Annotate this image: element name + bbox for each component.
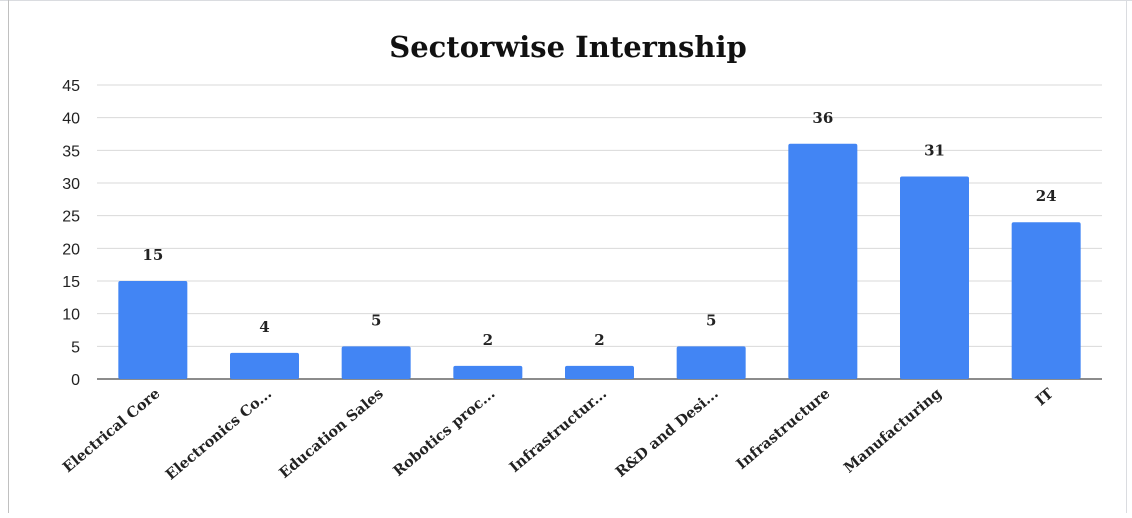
x-tick-label: Electronics Co... (162, 385, 275, 483)
data-label: 15 (142, 246, 163, 264)
x-tick-label: Robotics proc... (390, 385, 498, 480)
bar[interactable] (788, 143, 858, 379)
y-tick-label: 20 (62, 241, 80, 258)
y-tick-label: 15 (62, 274, 80, 291)
bar[interactable] (230, 352, 299, 379)
bars (118, 143, 1081, 379)
y-tick-label: 30 (62, 176, 80, 193)
data-labels: 15 4 5 2 2 5 36 31 24 (142, 109, 1056, 349)
data-label: 5 (706, 311, 716, 329)
y-tick-label: 35 (62, 143, 80, 160)
x-tick-label: Education Sales (276, 385, 387, 482)
data-label: 4 (259, 318, 269, 336)
y-tick-label: 25 (62, 209, 80, 226)
data-label: 31 (924, 141, 945, 159)
bar[interactable] (900, 176, 969, 379)
bar[interactable] (453, 365, 523, 379)
x-tick-label: R&D and Desi... (612, 385, 721, 481)
chart-title: Sectorwise Internship (389, 30, 747, 64)
y-tick-label: 0 (71, 372, 80, 389)
x-tick-label: IT (1032, 385, 1057, 409)
bar[interactable] (341, 346, 411, 379)
bar[interactable] (676, 346, 746, 379)
x-tick-label: Manufacturing (841, 385, 945, 476)
y-tick-label: 40 (62, 111, 80, 128)
data-label: 2 (483, 331, 493, 349)
y-tick-label: 10 (62, 307, 80, 324)
data-label: 2 (594, 331, 604, 349)
y-tick-label: 5 (71, 339, 80, 356)
bar[interactable] (565, 365, 634, 379)
bar[interactable] (118, 281, 188, 379)
data-label: 24 (1036, 187, 1057, 205)
data-label: 5 (371, 311, 381, 329)
data-label: 36 (812, 109, 833, 127)
x-tick-label: Infrastructur... (506, 385, 610, 476)
bar[interactable] (1011, 222, 1081, 379)
x-tick-label: Electrical Core (60, 385, 164, 476)
x-tick-label: Infrastructure (733, 385, 833, 473)
y-axis-ticks: 0 5 10 15 20 25 30 35 40 45 (62, 78, 80, 389)
y-tick-label: 45 (62, 78, 80, 95)
